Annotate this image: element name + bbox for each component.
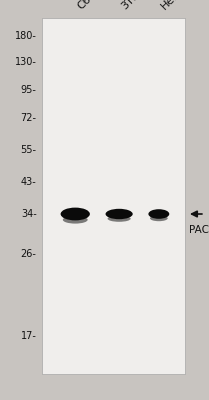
Text: 180-: 180- bbox=[15, 31, 37, 41]
Text: PACT: PACT bbox=[189, 225, 209, 235]
Ellipse shape bbox=[63, 216, 88, 224]
Text: 17-: 17- bbox=[21, 331, 37, 341]
Ellipse shape bbox=[150, 216, 168, 221]
Ellipse shape bbox=[61, 208, 90, 220]
Text: 130-: 130- bbox=[15, 57, 37, 67]
Text: 34-: 34- bbox=[21, 209, 37, 219]
Text: C6: C6 bbox=[75, 0, 93, 11]
Bar bbox=[42, 18, 185, 374]
Ellipse shape bbox=[148, 209, 169, 219]
Ellipse shape bbox=[108, 216, 131, 222]
Text: 3T3: 3T3 bbox=[119, 0, 141, 11]
Text: 95-: 95- bbox=[21, 85, 37, 95]
Text: 43-: 43- bbox=[21, 177, 37, 187]
Text: 55-: 55- bbox=[20, 145, 37, 155]
Text: 72-: 72- bbox=[20, 113, 37, 123]
Ellipse shape bbox=[106, 209, 133, 219]
Text: Hela: Hela bbox=[159, 0, 184, 11]
Text: 26-: 26- bbox=[21, 249, 37, 259]
